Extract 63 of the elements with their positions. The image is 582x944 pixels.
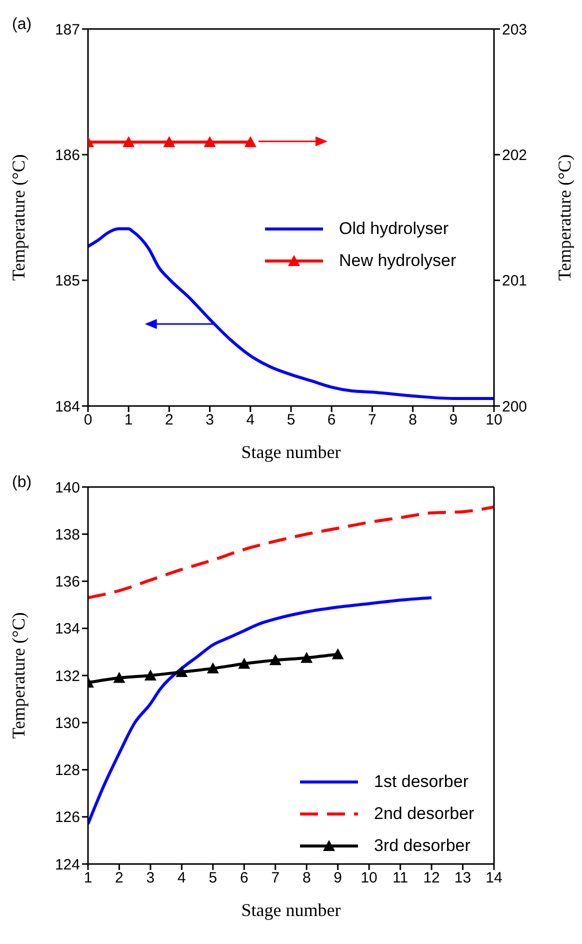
y-tick-label: 124 <box>54 856 80 874</box>
x-tick-label: 4 <box>178 870 186 887</box>
point <box>206 662 219 674</box>
x-tick-label: 7 <box>368 412 376 429</box>
y2-tick-label: 201 <box>502 272 528 290</box>
x-tick-label: 14 <box>486 870 502 887</box>
chart-title: (a) <box>12 16 32 34</box>
y-tick-label: 128 <box>54 762 80 780</box>
point <box>113 672 126 683</box>
x-tick-label: 7 <box>271 870 280 887</box>
x-axis-title: Stage number <box>241 442 341 462</box>
y-tick-label: 138 <box>54 526 80 544</box>
point <box>144 670 156 680</box>
y-tick-label: 130 <box>54 714 80 732</box>
y2-axis-title: Temperature (°C) <box>554 154 574 281</box>
y-tick-label: 186 <box>54 146 80 164</box>
y-tick-label: 132 <box>54 668 80 685</box>
x-tick-label: 9 <box>449 412 458 429</box>
x-tick-label: 2 <box>115 870 124 887</box>
x-tick-label: 6 <box>327 412 336 429</box>
legend-label: 2nd desorber <box>374 804 474 824</box>
x-tick-label: 5 <box>286 412 296 429</box>
x-tick-label: 1 <box>124 412 133 429</box>
x-tick-label: 10 <box>486 412 502 429</box>
y2-tick-label: 200 <box>502 398 528 416</box>
y2-tick-label: 202 <box>502 146 528 164</box>
x-tick-label: 5 <box>208 870 218 887</box>
point <box>238 658 250 669</box>
x-tick-label: 10 <box>360 870 378 887</box>
x-tick-label: 8 <box>302 870 311 887</box>
y-tick-label: 140 <box>54 479 80 496</box>
x-tick-label: 1 <box>84 870 92 887</box>
y-axis-title: Temperature (°C) <box>8 612 28 739</box>
point <box>269 654 282 666</box>
x-tick-label: 13 <box>454 870 472 887</box>
x-tick-label: 3 <box>206 412 214 429</box>
x-tick-label: 9 <box>334 870 342 887</box>
x-axis-title: Stage number <box>241 900 341 920</box>
y-tick-label: 134 <box>54 620 80 638</box>
y-axis-title: Temperature (°C) <box>8 154 28 281</box>
line-series <box>88 506 494 600</box>
x-tick-label: 4 <box>246 412 255 429</box>
y-tick-label: 185 <box>54 272 80 290</box>
x-tick-label: 0 <box>84 412 92 429</box>
y-tick-label: 187 <box>54 21 80 38</box>
y-tick-label: 136 <box>54 574 80 591</box>
y-tick-label: 184 <box>54 398 80 416</box>
x-tick-label: 8 <box>408 412 417 429</box>
y2-tick-label: 203 <box>502 21 528 38</box>
chart-title: (b) <box>12 474 32 492</box>
point <box>176 666 188 677</box>
point <box>332 648 344 660</box>
x-tick-label: 6 <box>240 870 248 887</box>
x-tick-label: 11 <box>392 870 408 887</box>
x-tick-label: 2 <box>165 412 174 429</box>
legend-label: New hydrolyser <box>339 251 456 271</box>
y-tick-label: 126 <box>54 809 80 826</box>
x-tick-label: 12 <box>423 870 440 887</box>
legend-label: Old hydrolyser <box>339 219 449 239</box>
legend-label: 1st desorber <box>374 772 468 792</box>
legend-label: 3rd desorber <box>374 836 470 856</box>
x-tick-label: 3 <box>146 870 155 887</box>
point <box>300 652 313 663</box>
